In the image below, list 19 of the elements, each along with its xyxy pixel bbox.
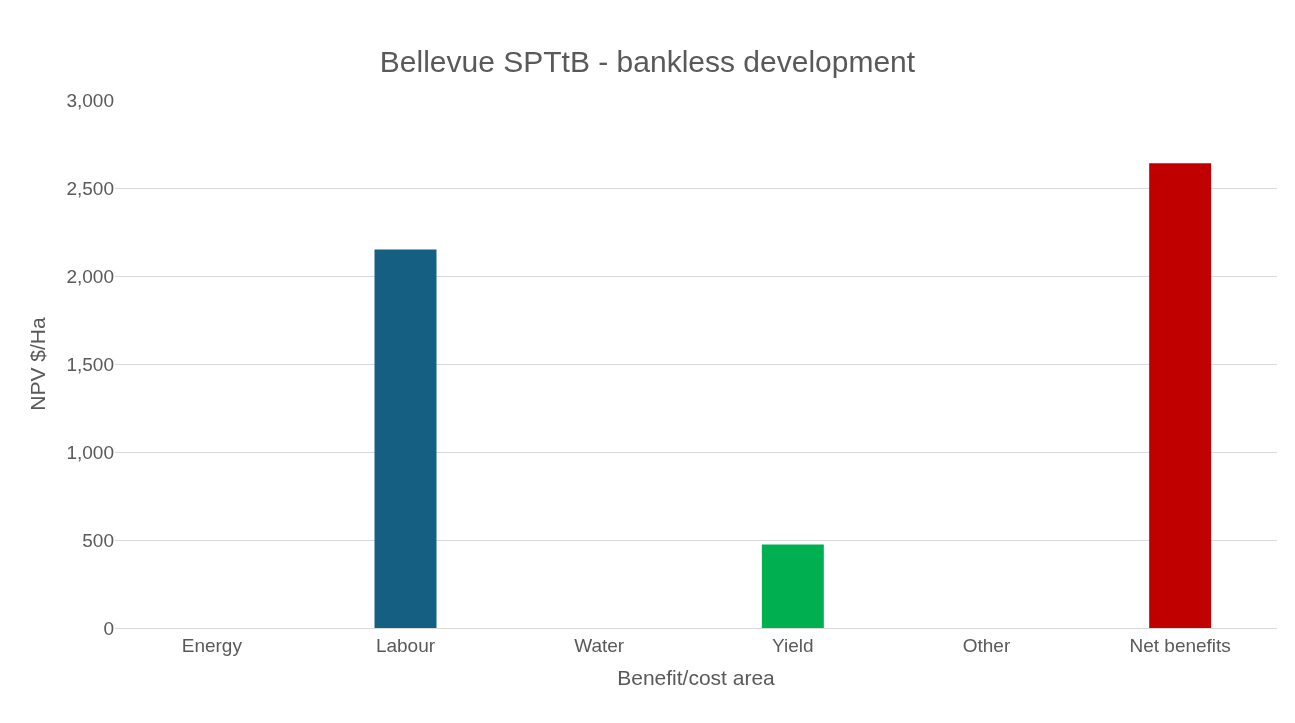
x-tick-label: Energy: [181, 634, 243, 656]
bar: [374, 249, 437, 628]
y-tick-label: 3,000: [66, 89, 114, 111]
x-tick-label: Other: [962, 634, 1011, 656]
y-axis-title: NPV $/Ha: [25, 316, 49, 411]
chart-title: Bellevue SPTtB - bankless development: [379, 44, 916, 78]
x-tick-label: Water: [574, 634, 625, 656]
x-tick-label: Labour: [375, 634, 436, 656]
x-axis-title: Benefit/cost area: [617, 666, 776, 689]
y-tick-label: 1,000: [66, 441, 114, 463]
x-tick-label: Net benefits: [1129, 634, 1231, 656]
y-tick-label: 0: [103, 617, 114, 639]
y-tick-label: 1,500: [66, 353, 114, 375]
y-tick-label: 2,000: [66, 265, 114, 287]
bar: [761, 544, 824, 628]
y-tick-label: 2,500: [66, 177, 114, 199]
x-tick-label: Yield: [772, 634, 814, 656]
bar: [1149, 163, 1212, 628]
y-tick-label: 500: [82, 529, 114, 551]
